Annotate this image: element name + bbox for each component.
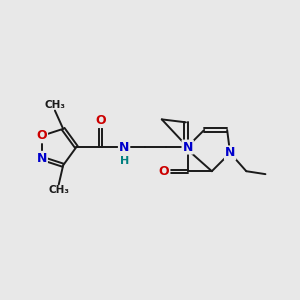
Text: CH₃: CH₃ xyxy=(48,185,69,195)
Text: O: O xyxy=(37,129,47,142)
Text: N: N xyxy=(182,141,193,154)
Text: N: N xyxy=(37,152,47,165)
Text: O: O xyxy=(95,114,106,127)
Text: CH₃: CH₃ xyxy=(44,100,65,110)
Text: N: N xyxy=(225,146,235,159)
Text: O: O xyxy=(159,165,170,178)
Text: H: H xyxy=(120,157,129,166)
Text: N: N xyxy=(119,141,129,154)
